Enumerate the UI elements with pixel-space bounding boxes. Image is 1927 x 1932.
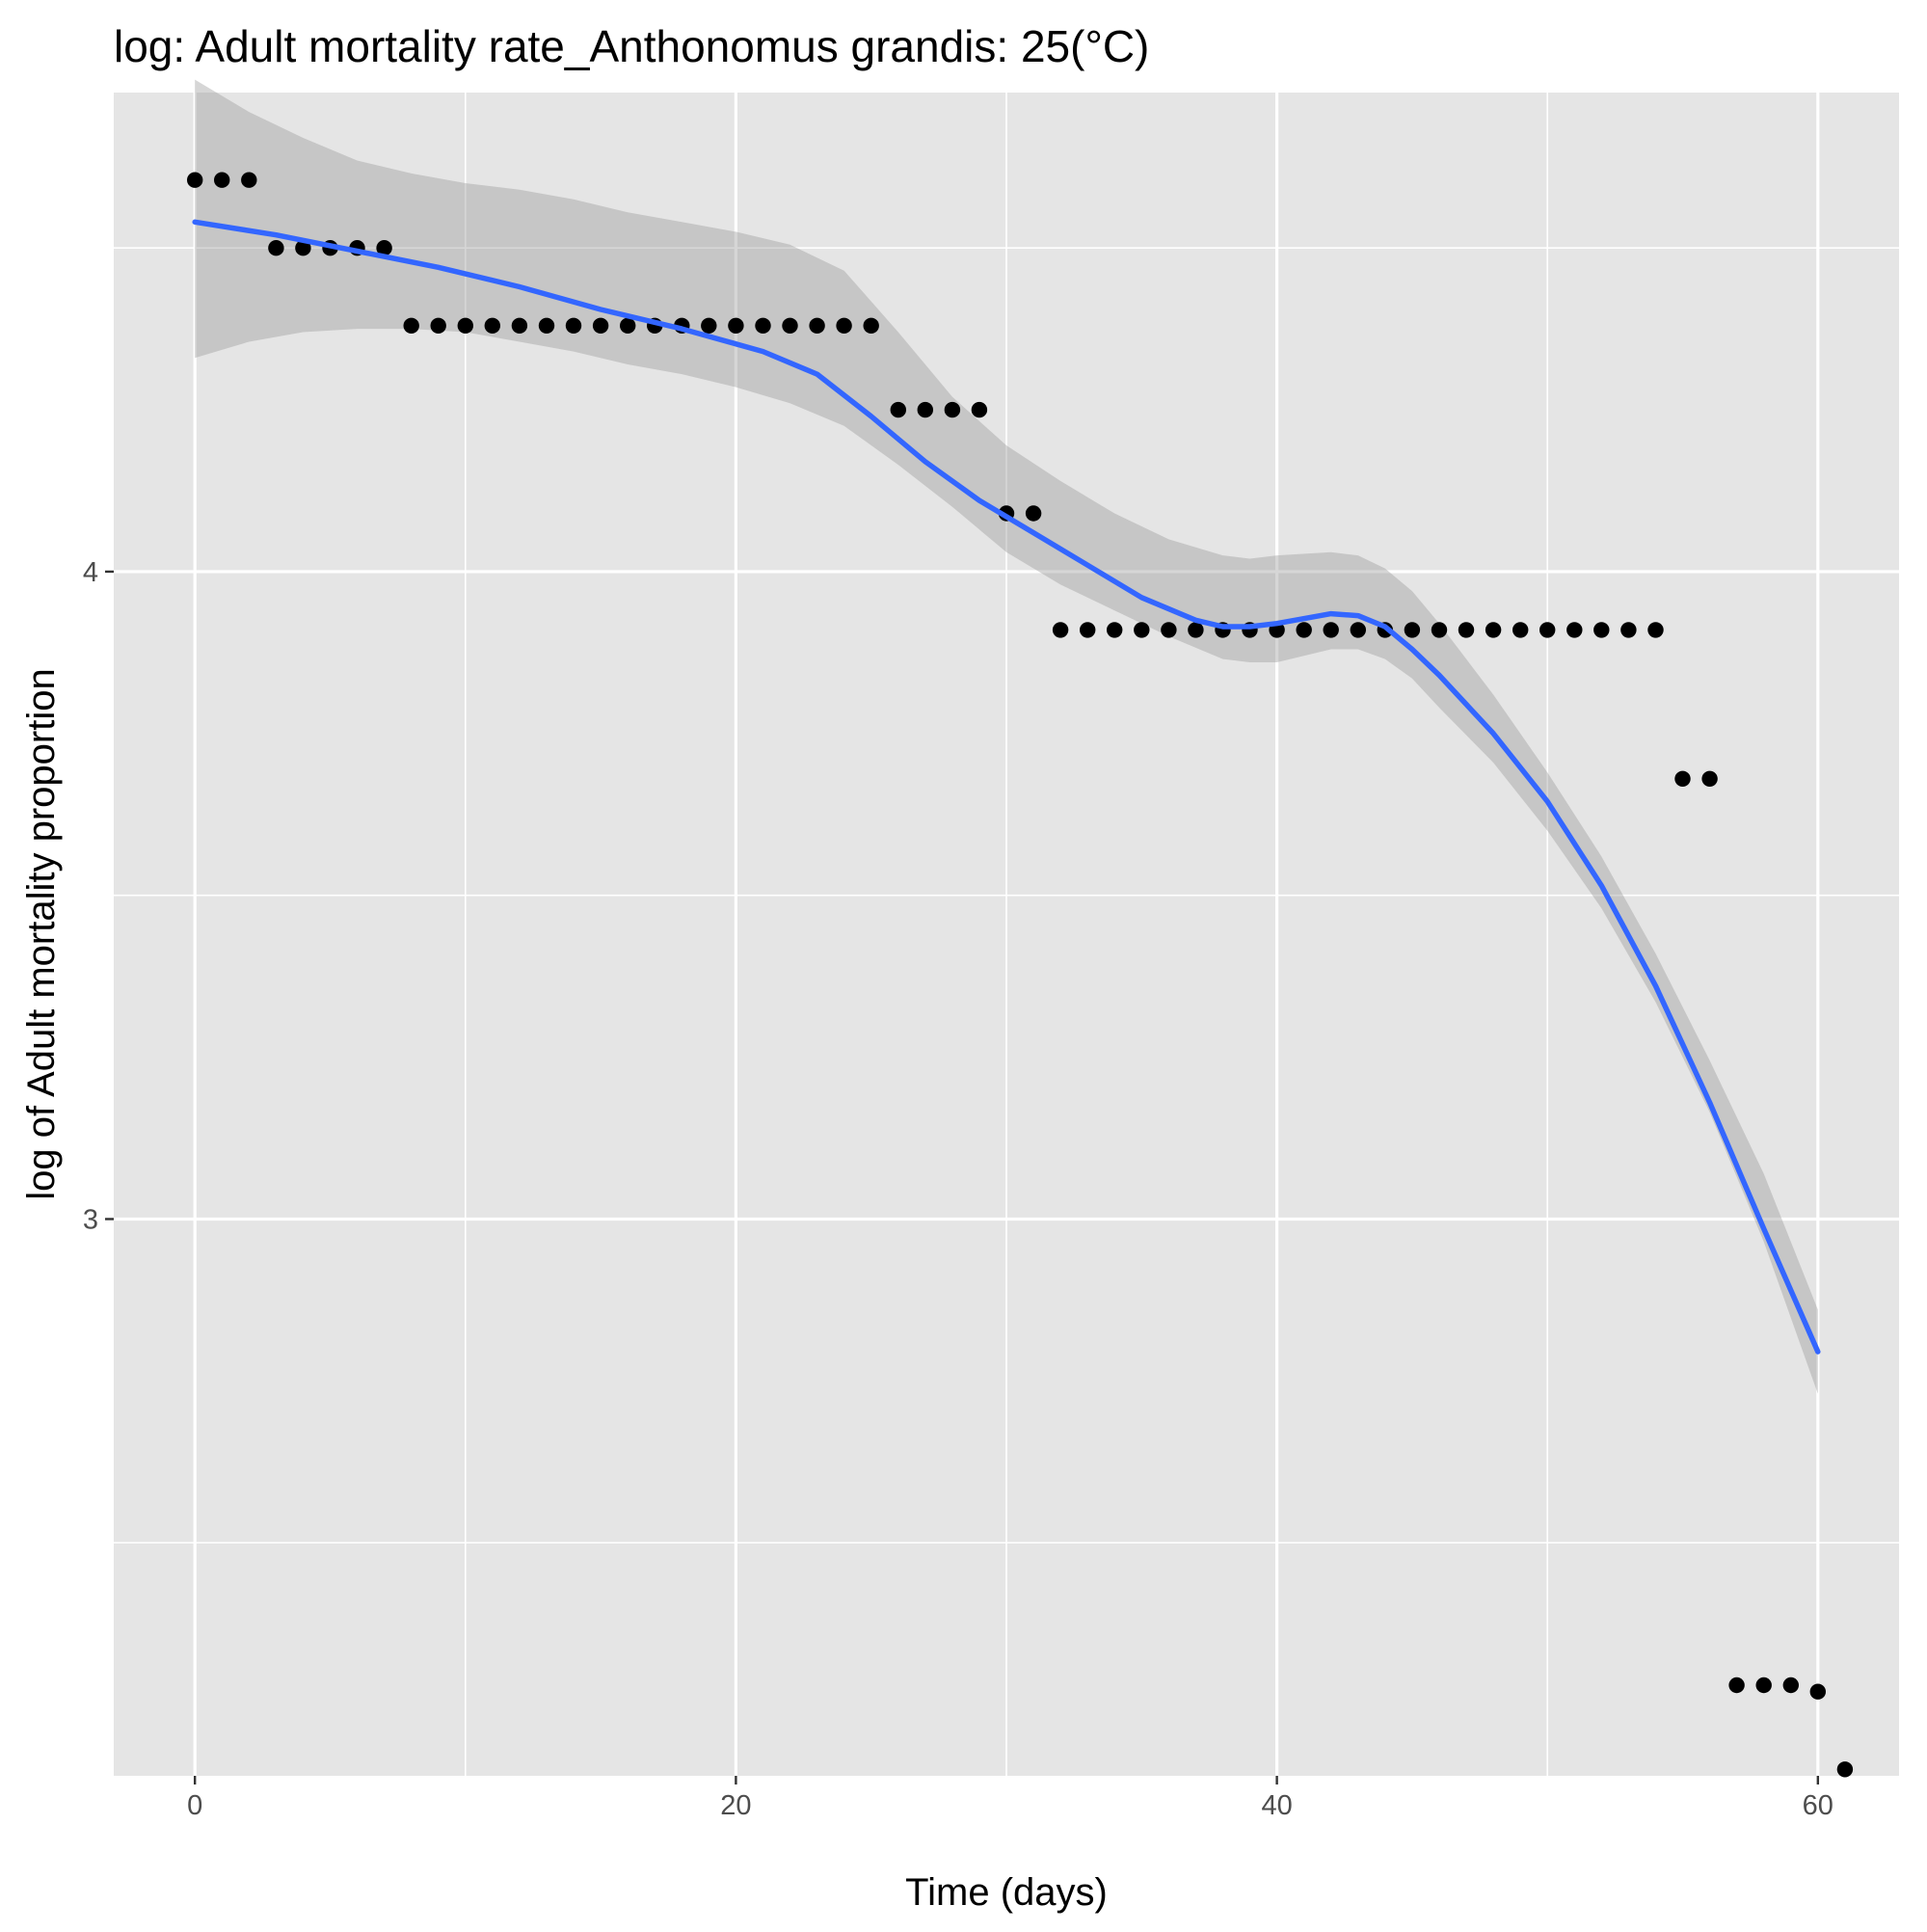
data-point	[1647, 622, 1664, 638]
major-gridlines	[114, 93, 1899, 1776]
data-point	[241, 172, 257, 188]
data-point	[295, 240, 311, 256]
data-point	[836, 317, 852, 334]
data-point	[1404, 622, 1421, 638]
data-point	[1188, 622, 1204, 638]
x-axis-title: Time (days)	[905, 1871, 1108, 1914]
data-point	[1512, 622, 1529, 638]
data-point	[457, 317, 473, 334]
data-point	[403, 317, 419, 334]
data-point	[214, 172, 230, 188]
data-point	[701, 317, 717, 334]
data-point	[1458, 622, 1475, 638]
x-tick-label: 40	[1261, 1790, 1292, 1821]
data-point	[538, 317, 555, 334]
data-point	[1323, 622, 1339, 638]
x-tick-label: 0	[187, 1790, 202, 1821]
chart-title: log: Adult mortality rate_Anthonomus gra…	[114, 21, 1149, 71]
data-point	[592, 317, 609, 334]
data-point	[1620, 622, 1637, 638]
data-point	[1782, 1677, 1800, 1694]
data-point	[1052, 622, 1069, 638]
data-point	[1728, 1677, 1745, 1694]
data-point	[809, 317, 825, 334]
data-point	[728, 317, 744, 334]
data-point	[1809, 1683, 1827, 1700]
data-point	[1539, 622, 1556, 638]
data-point	[863, 317, 879, 334]
data-point	[620, 317, 636, 334]
data-point	[430, 317, 446, 334]
y-tick-label: 3	[83, 1204, 98, 1235]
x-tick-label: 20	[720, 1790, 751, 1821]
data-point	[917, 401, 933, 418]
data-point	[1431, 622, 1448, 638]
data-point	[187, 172, 203, 188]
data-point	[890, 401, 906, 418]
y-axis-title: log of Adult mortality proportion	[20, 668, 63, 1199]
data-point	[1296, 622, 1312, 638]
data-point	[268, 240, 284, 256]
data-point	[1107, 622, 1123, 638]
data-point	[565, 317, 582, 334]
data-point	[1134, 622, 1150, 638]
data-point	[1701, 770, 1718, 787]
data-point	[944, 401, 961, 418]
data-point	[1080, 622, 1096, 638]
data-point	[1755, 1677, 1772, 1694]
data-point	[1161, 622, 1177, 638]
data-point	[511, 317, 528, 334]
data-point	[971, 401, 988, 418]
data-point	[1485, 622, 1502, 638]
smooth-line	[192, 219, 1821, 1355]
data-point	[1836, 1761, 1854, 1778]
data-point	[1593, 622, 1610, 638]
data-point	[1674, 770, 1691, 787]
data-point	[755, 317, 771, 334]
data-point	[1025, 505, 1042, 522]
y-tick-label: 4	[83, 557, 98, 588]
tick-labels: 0 20 40 60 3 4	[83, 557, 1833, 1821]
data-point	[1566, 622, 1583, 638]
data-point	[484, 317, 500, 334]
axis-ticks	[105, 570, 1820, 1784]
data-point	[376, 240, 392, 256]
x-tick-label: 60	[1803, 1790, 1833, 1821]
minor-gridlines	[114, 93, 1899, 1776]
data-point	[1350, 622, 1367, 638]
data-point	[782, 317, 798, 334]
